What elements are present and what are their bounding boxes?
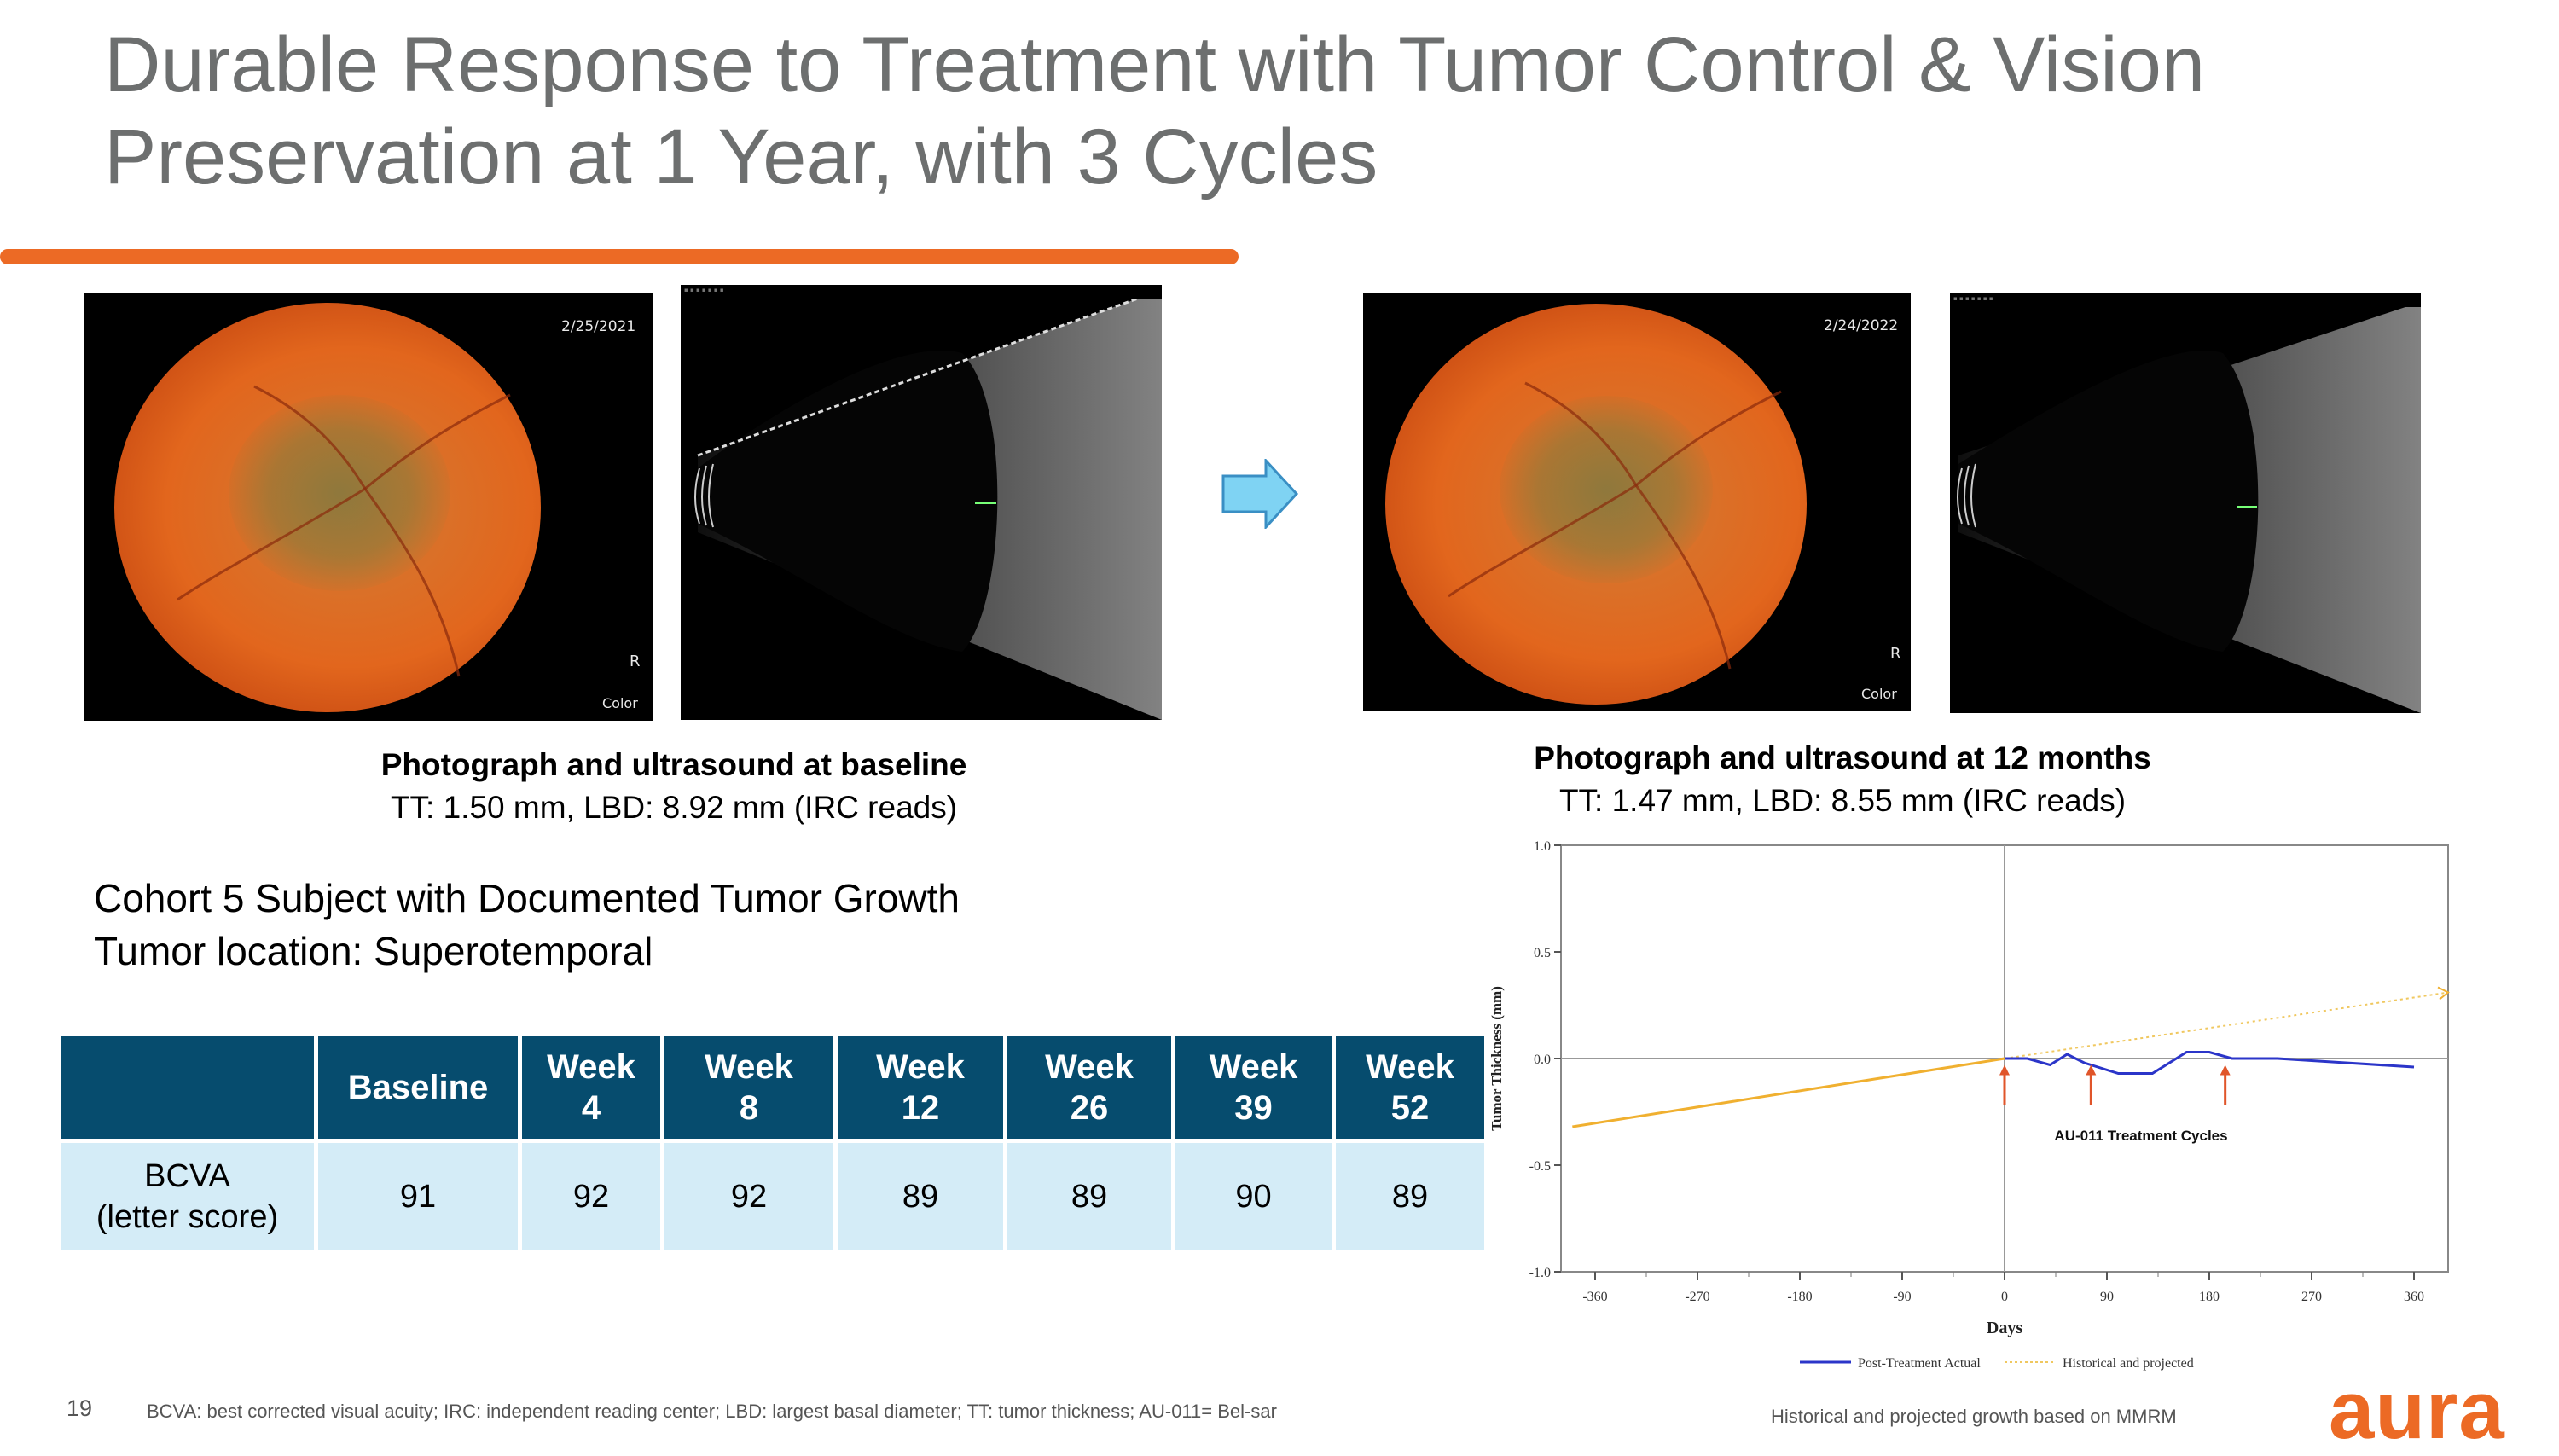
table-cell: 92 [522,1143,660,1250]
baseline-caption-detail: TT: 1.50 mm, LBD: 8.92 mm (IRC reads) [390,790,958,825]
x-tick-label: -270 [1685,1290,1709,1304]
x-tick-label: 360 [2404,1290,2424,1304]
table-header-cell [61,1036,314,1139]
table-cell: 89 [838,1143,1003,1250]
ultrasound-graphic: ▪ ▪ ▪ ▪ ▪ ▪ ▪ [1950,293,2421,713]
treatment-cycle-arrowhead [2086,1064,2097,1076]
x-tick-label: 90 [2100,1290,2114,1304]
tumor-thickness-chart: 1.0 0.5 0.0 -0.5 -1.0 -360 -270 -180 -90 0 90 180 27… [1488,839,2450,1371]
table-row: BCVA (letter score) 91 92 92 89 89 90 89 [61,1143,1484,1250]
slide-title: Durable Response to Treatment with Tumor… [104,19,2407,203]
table-cell: 89 [1007,1143,1171,1250]
slide-title-line2: Preservation at 1 Year, with 3 Cycles [104,113,1378,200]
y-tick-label: 0.0 [1534,1053,1551,1067]
month12-caption: Photograph and ultrasound at 12 months T… [1416,737,2269,822]
legend-label-actual: Post-Treatment Actual [1858,1356,1981,1371]
table-header-cell: Week 12 [838,1036,1003,1139]
svg-text:▪ ▪ ▪ ▪ ▪ ▪ ▪: ▪ ▪ ▪ ▪ ▪ ▪ ▪ [1953,295,1993,302]
svg-text:▪ ▪ ▪ ▪ ▪ ▪ ▪: ▪ ▪ ▪ ▪ ▪ ▪ ▪ [684,287,724,293]
treatment-cycles-annotation: AU-011 Treatment Cycles [2054,1128,2227,1144]
x-tick-label: 270 [2301,1290,2322,1304]
x-axis-label: Days [1987,1319,2022,1337]
table-header-cell: Week 4 [522,1036,660,1139]
month12-ultrasound-image: ▪ ▪ ▪ ▪ ▪ ▪ ▪ [1950,293,2421,713]
page-number: 19 [67,1395,93,1421]
retinal-vessels-graphic [177,385,511,677]
right-arrow-icon [1221,459,1299,529]
x-tick-label: 180 [2199,1290,2220,1304]
month12-caption-title: Photograph and ultrasound at 12 months [1534,740,2151,775]
series-line-0 [1572,1057,2005,1128]
table-header-cell: Week 52 [1336,1036,1484,1139]
subject-line1: Cohort 5 Subject with Documented Tumor G… [94,876,960,920]
table-header-row: Baseline Week 4 Week 8 Week 12 Week 26 Week 3… [61,1036,1484,1139]
y-tick-label: 1.0 [1534,839,1551,854]
x-tick-label: -360 [1582,1290,1607,1304]
photo-mode-label: Color [602,695,638,711]
baseline-fundus-photo: 2/25/2021 R Color [84,293,653,721]
month12-fundus-photo: 2/24/2022 R Color [1363,293,1911,711]
subject-description: Cohort 5 Subject with Documented Tumor G… [94,872,960,977]
slide-title-line1: Durable Response to Treatment with Tumor… [104,21,2206,108]
table-header-cell: Week 39 [1175,1036,1332,1139]
y-tick-label: -1.0 [1529,1266,1551,1280]
projection-arrowhead [2437,986,2450,1001]
table-cell: 90 [1175,1143,1332,1250]
series-line-2 [2005,1051,2415,1075]
photo-date: 2/25/2021 [561,318,636,335]
x-tick-label: -180 [1787,1290,1812,1304]
table-header-cell: Week 8 [664,1036,833,1139]
bcva-table: Baseline Week 4 Week 8 Week 12 Week 26 Week 3… [56,1032,1488,1255]
row-label-cell: BCVA (letter score) [61,1143,314,1250]
treatment-cycle-arrowhead [1999,1064,2010,1076]
table-header-cell: Baseline [318,1036,518,1139]
month12-caption-detail: TT: 1.47 mm, LBD: 8.55 mm (IRC reads) [1558,783,2127,818]
baseline-ultrasound-image: ▪ ▪ ▪ ▪ ▪ ▪ ▪ [681,285,1162,720]
table-cell: 92 [664,1143,833,1250]
y-tick-label: 0.5 [1534,946,1551,960]
accent-divider [0,249,1239,264]
x-tick-label: 0 [2001,1290,2008,1304]
photo-eye-label: R [630,653,641,670]
chart-legend: Post-Treatment Actual Historical and pro… [1800,1356,2194,1371]
legend-label-historical: Historical and projected [2063,1356,2194,1371]
photo-date: 2/24/2022 [1824,317,1899,334]
treatment-cycle-arrowhead [2220,1064,2231,1076]
table-header-cell: Week 26 [1007,1036,1171,1139]
table-cell: 89 [1336,1143,1484,1250]
aura-logo: aura [2329,1365,2505,1456]
y-tick-label: -0.5 [1529,1159,1551,1174]
chart-footnote: Historical and projected growth based on… [1771,1406,2177,1427]
subject-line2: Tumor location: Superotemporal [94,929,653,973]
x-tick-label: -90 [1893,1290,1911,1304]
y-axis-label: Tumor Thickness (mm) [1488,986,1505,1131]
baseline-caption-title: Photograph and ultrasound at baseline [380,747,967,782]
ultrasound-graphic: ▪ ▪ ▪ ▪ ▪ ▪ ▪ [681,285,1162,720]
footnote: BCVA: best corrected visual acuity; IRC:… [147,1401,1277,1422]
retinal-vessels-graphic [1448,381,1782,670]
table-cell: 91 [318,1143,518,1250]
baseline-caption: Photograph and ultrasound at baseline TT… [247,744,1100,829]
photo-eye-label: R [1890,645,1901,663]
photo-mode-label: Color [1861,686,1897,702]
